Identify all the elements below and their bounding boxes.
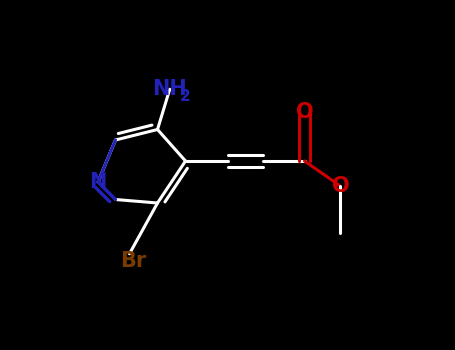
Text: O: O [296, 102, 313, 122]
Text: Br: Br [120, 251, 146, 271]
Text: N: N [89, 172, 106, 192]
Text: O: O [333, 175, 350, 196]
Text: 2: 2 [180, 90, 191, 104]
Text: NH: NH [152, 79, 187, 99]
